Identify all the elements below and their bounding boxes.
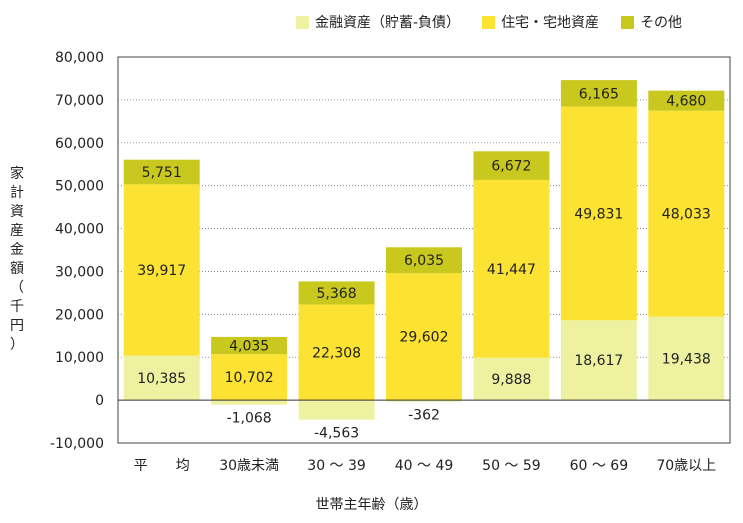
chart-legend: 金融資産（貯蓄-負債） 住宅・宅地資産 その他 [296, 12, 682, 32]
x-tick-label: 70歳以上 [656, 458, 716, 474]
y-tick-label: 70,000 [55, 93, 104, 109]
legend-label-other: その他 [640, 15, 683, 31]
bar-segment [648, 316, 725, 401]
legend-swatch-other [621, 15, 635, 29]
bar-segment [386, 273, 462, 401]
bar-segment [211, 336, 288, 355]
bar-segment [298, 304, 375, 401]
bar-segment [298, 400, 375, 420]
data-label: 19,438 [662, 351, 711, 367]
y-tick-label: 80,000 [55, 50, 104, 66]
data-label: 5,368 [317, 286, 357, 302]
y-tick-label: 60,000 [55, 136, 104, 152]
legend-swatch-housing [482, 15, 496, 29]
x-tick-label: 平 均 [134, 458, 190, 474]
data-label: 9,888 [491, 372, 531, 388]
data-label: 4,035 [229, 339, 269, 355]
data-label: 49,831 [574, 206, 623, 222]
data-label: 6,035 [404, 253, 444, 269]
bar-segment [386, 400, 462, 402]
data-label: 6,165 [579, 86, 619, 102]
legend-label-housing: 住宅・宅地資産 [501, 15, 600, 31]
bar-segment [211, 400, 288, 405]
bar-segment [123, 159, 200, 185]
x-tick-label: 50 ～ 59 [482, 458, 541, 474]
x-tick-label: 30歳未満 [219, 458, 279, 474]
bar-segment [560, 106, 637, 321]
y-tick-label: -10,000 [50, 436, 104, 452]
legend-item-other: その他 [621, 12, 682, 32]
legend-swatch-financial [296, 15, 309, 29]
bar-segment [386, 247, 462, 274]
bar-segment [473, 357, 550, 401]
data-label: 18,617 [574, 353, 623, 369]
data-label: 39,917 [137, 263, 186, 279]
bar-segment [560, 80, 637, 107]
data-label: 41,447 [487, 262, 536, 278]
bar-segment [648, 110, 725, 317]
bar-segment [473, 151, 550, 180]
data-label: 22,308 [312, 345, 361, 361]
y-axis-title: 家計資産金額（千円） [10, 166, 24, 353]
bar-segment [211, 354, 288, 401]
y-tick-label: 50,000 [55, 179, 104, 195]
bar-segment [560, 320, 637, 401]
bar-segment [648, 90, 725, 111]
y-tick-label: 0 [95, 393, 104, 409]
plot-frame [117, 56, 731, 444]
legend-label-financial: 金融資産（貯蓄-負債） [315, 15, 461, 31]
y-tick-label: 40,000 [55, 222, 104, 238]
legend-item-housing: 住宅・宅地資産 [482, 12, 599, 32]
y-tick-label: 20,000 [55, 307, 104, 323]
x-tick-label: 60 ～ 69 [570, 458, 629, 474]
legend-item-financial: 金融資産（貯蓄-負債） [296, 12, 460, 32]
bar-segment [473, 179, 550, 358]
bar-segment [123, 355, 200, 401]
x-axis-title: 世帯主年齢（歳） [315, 497, 428, 513]
bar-segment [123, 184, 200, 356]
bar-segment [298, 281, 375, 305]
data-label: 4,680 [666, 94, 706, 110]
data-label: 5,751 [142, 165, 182, 181]
data-label: 29,602 [400, 330, 449, 346]
x-tick-label: 40 ～ 49 [395, 458, 454, 474]
y-tick-label: 10,000 [55, 350, 104, 366]
data-label: 48,033 [662, 207, 711, 223]
data-label: 6,672 [491, 159, 531, 175]
x-tick-label: 30 ～ 39 [307, 458, 366, 474]
data-label: 10,385 [137, 371, 186, 387]
data-label: -362 [408, 408, 440, 424]
data-label: 10,702 [225, 370, 274, 386]
y-tick-label: 30,000 [55, 264, 104, 280]
data-label: -4,563 [314, 426, 359, 442]
data-label: -1,068 [227, 411, 272, 427]
